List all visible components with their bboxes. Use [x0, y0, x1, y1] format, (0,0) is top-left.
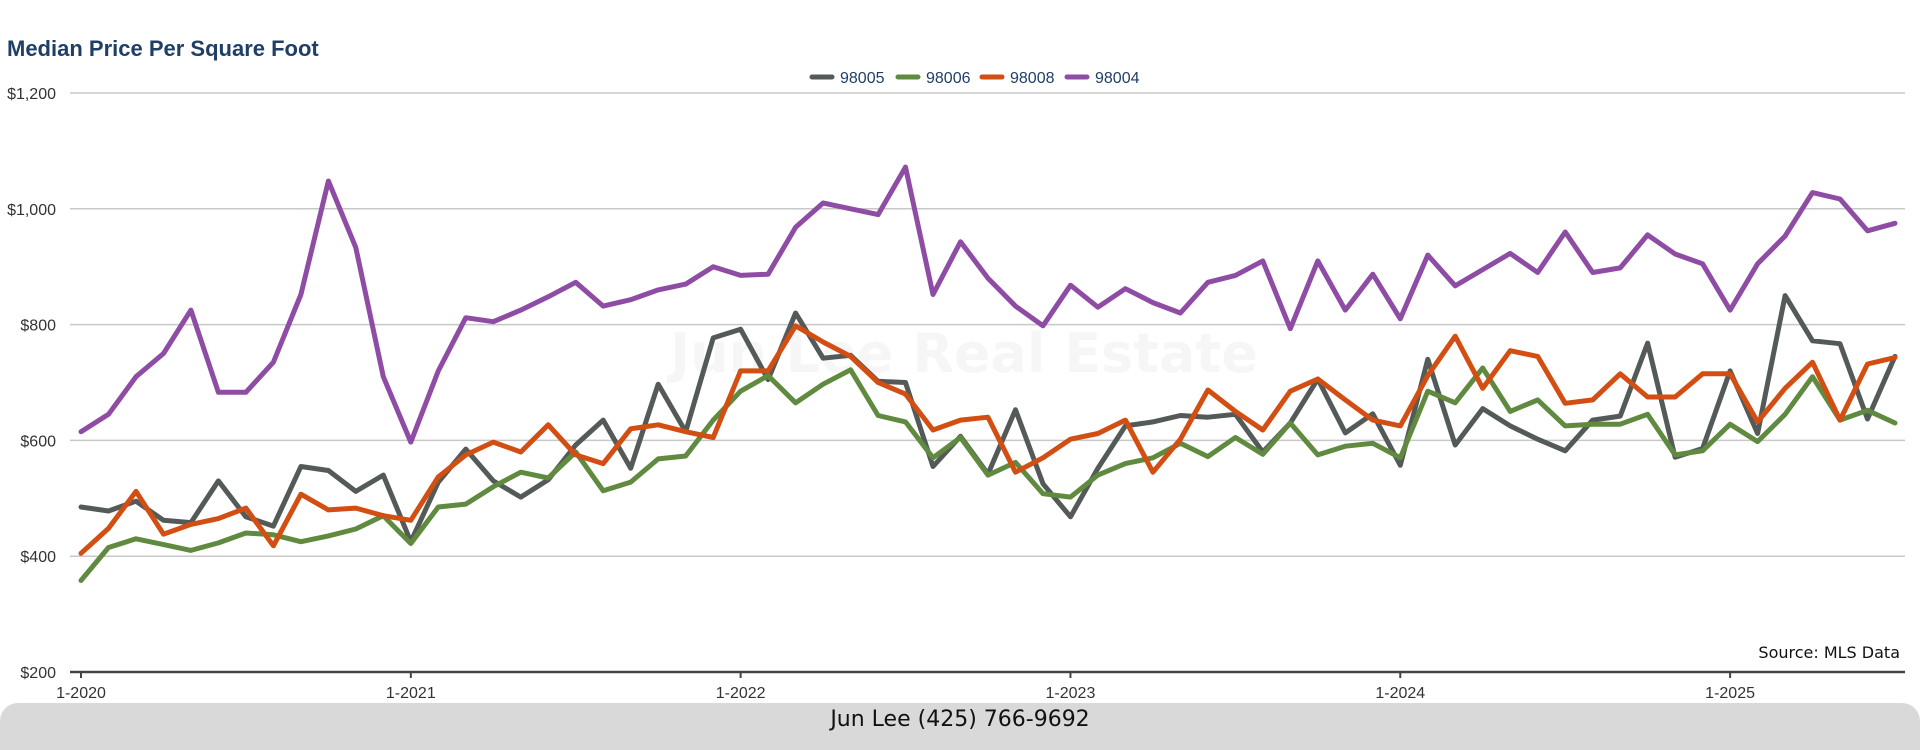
y-tick-label: $1,000 [7, 202, 56, 219]
y-tick-label: $600 [20, 433, 56, 450]
series-line-98004 [78, 164, 1898, 445]
legend-label: 98008 [1010, 70, 1055, 87]
series-layer [78, 164, 1898, 583]
grid-layer [70, 92, 1905, 674]
x-tick-label: 1-2024 [1375, 685, 1425, 702]
legend-item-98006[interactable]: 98006 [895, 70, 971, 87]
legend-label: 98005 [840, 70, 885, 87]
x-tick-label: 1-2022 [716, 685, 766, 702]
y-tick-label: $1,200 [7, 86, 56, 103]
x-tick-label: 1-2020 [56, 685, 106, 702]
legend-label: 98006 [926, 70, 971, 87]
legend-label: 98004 [1095, 70, 1140, 87]
chart-title: Median Price Per Square Foot [7, 36, 319, 61]
source-note: Source: MLS Data [1758, 643, 1900, 662]
line-chart: $200 $400 $600 $800 $1,000 $1,200 1-2020 1-2021… [7, 70, 1905, 702]
y-tick-label: $200 [20, 665, 56, 682]
legend-item-98008[interactable]: 98008 [979, 70, 1055, 87]
x-tick-label: 1-2025 [1705, 685, 1755, 702]
y-tick-label: $800 [20, 318, 56, 335]
x-tick-label: 1-2021 [386, 685, 436, 702]
footer-bar [0, 703, 1920, 750]
legend: 98005 98006 98008 98004 [809, 70, 1140, 87]
legend-item-98005[interactable]: 98005 [809, 70, 885, 87]
series-line-98008 [78, 323, 1898, 556]
x-tick-label: 1-2023 [1046, 685, 1096, 702]
y-tick-label: $400 [20, 549, 56, 566]
series-line-98006 [78, 365, 1898, 583]
footer-contact: Jun Lee (425) 766-9692 [830, 707, 1090, 732]
legend-item-98004[interactable]: 98004 [1064, 70, 1140, 87]
axis-layer: $200 $400 $600 $800 $1,000 $1,200 1-2020 1-2021… [7, 86, 1755, 702]
